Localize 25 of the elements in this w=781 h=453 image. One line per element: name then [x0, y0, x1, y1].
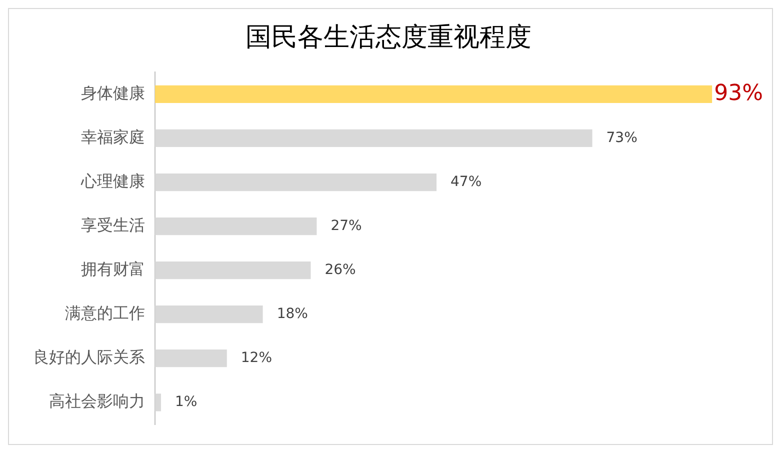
- data-label: 27%: [330, 218, 362, 234]
- bar: [155, 262, 311, 280]
- y-tick-label: 高社会影响力: [49, 392, 145, 411]
- bar: [155, 350, 227, 368]
- data-label: 1%: [174, 394, 198, 410]
- y-tick-label: 良好的人际关系: [33, 348, 145, 367]
- data-label: 12%: [240, 350, 272, 366]
- y-tick-label: 拥有财富: [81, 259, 145, 278]
- data-label: 47%: [450, 174, 482, 190]
- data-label: 26%: [324, 262, 356, 278]
- y-tick-label: 心理健康: [80, 171, 145, 190]
- y-tick-label: 身体健康: [81, 83, 145, 102]
- chart-title: 国民各生活态度重视程度: [246, 22, 532, 52]
- y-tick-label: 幸福家庭: [81, 127, 145, 146]
- bar: [155, 217, 317, 236]
- data-label: 73%: [606, 130, 638, 146]
- y-tick-label: 享受生活: [81, 215, 145, 234]
- bar: [155, 394, 161, 412]
- bar: [155, 129, 592, 148]
- y-tick-label: 满意的工作: [65, 303, 145, 322]
- bar: [155, 306, 263, 324]
- data-label: 18%: [276, 306, 308, 322]
- bar: [155, 85, 712, 104]
- bar: [155, 173, 437, 192]
- data-label: 93%: [714, 80, 763, 106]
